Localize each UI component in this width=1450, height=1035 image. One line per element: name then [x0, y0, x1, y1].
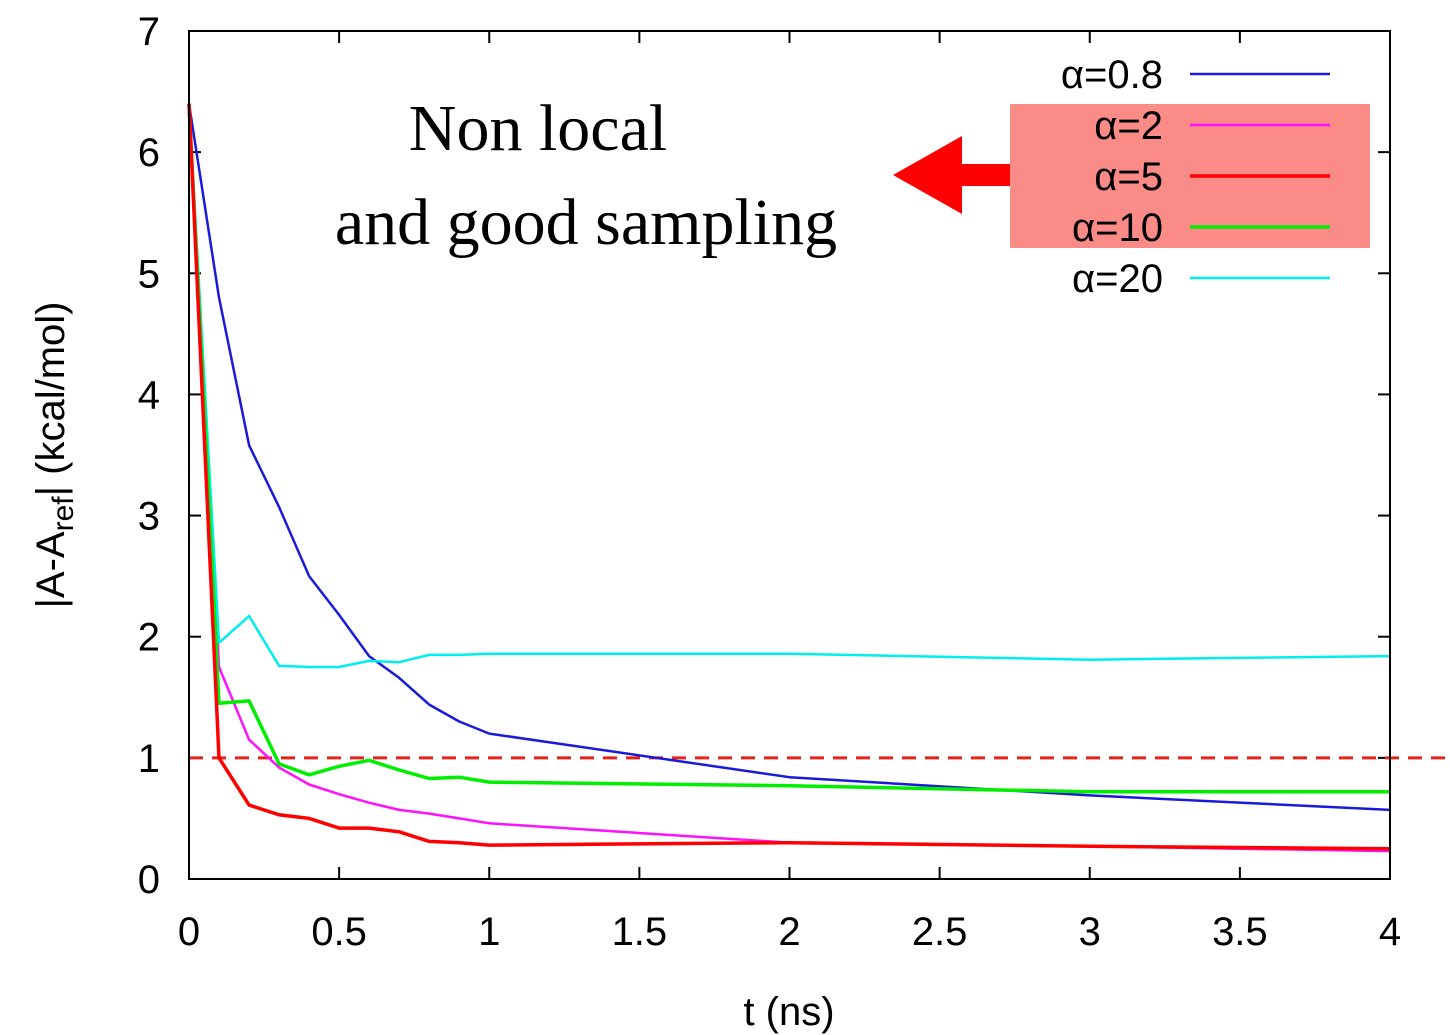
legend-label: α=5 — [1094, 155, 1163, 199]
legend-label: α=10 — [1072, 206, 1163, 250]
legend: α=0.8 α=2 α=5 α=10 α=20 — [1010, 53, 1370, 301]
x-axis-label: t (ns) — [743, 990, 834, 1034]
y-axis-label-subscript: ref — [47, 496, 80, 532]
legend-label: α=0.8 — [1061, 53, 1163, 97]
arrow-shaft — [958, 164, 1024, 186]
y-tick-label: 1 — [138, 737, 160, 781]
legend-items: α=0.8 α=2 α=5 α=10 α=20 — [1061, 53, 1330, 301]
y-tick-label: 0 — [138, 858, 160, 902]
series-line — [187, 103, 1391, 853]
x-tick-label: 0 — [178, 910, 200, 954]
annotation: Non local and good sampling — [335, 92, 1024, 259]
y-tick-label: 4 — [138, 373, 160, 417]
x-tick-label: 2 — [778, 910, 800, 954]
x-tick-label: 3.5 — [1212, 910, 1268, 954]
y-tick-label: 2 — [138, 616, 160, 660]
annotation-line-2: and good sampling — [335, 186, 837, 259]
series-line — [187, 103, 1391, 851]
x-axis-title: t (ns) — [743, 990, 834, 1034]
plot-frame — [188, 30, 1391, 880]
x-tick-label: 0.5 — [311, 910, 367, 954]
arrow-head — [893, 136, 962, 214]
series-line — [187, 103, 1390, 794]
y-tick-label: 7 — [138, 10, 160, 54]
series-line — [187, 103, 1391, 812]
y-axis-label-rest: | (kcal/mol) — [29, 302, 73, 497]
y-tick-label: 3 — [138, 495, 160, 539]
annotation-line-1: Non local — [409, 92, 667, 165]
x-tick-label: 1.5 — [612, 910, 668, 954]
y-tick-label: 6 — [138, 131, 160, 175]
series-layer — [187, 103, 1391, 853]
y-axis-title: |A-Aref| (kcal/mol) — [29, 302, 80, 609]
x-tick-label: 2.5 — [912, 910, 968, 954]
y-axis-label-main: |A-A — [29, 531, 73, 608]
x-tick-label: 3 — [1079, 910, 1101, 954]
y-axis-label: |A-Aref| (kcal/mol) — [29, 302, 80, 609]
legend-label: α=2 — [1094, 104, 1163, 148]
x-tick-label: 4 — [1379, 910, 1401, 954]
ticks-layer: 0 0.5 1 1.5 2 2.5 3 3.5 4 0 1 2 3 4 5 6 7 — [138, 10, 1401, 954]
x-tick-label: 1 — [478, 910, 500, 954]
y-tick-label: 5 — [138, 252, 160, 296]
series-line — [187, 103, 1391, 669]
annotation-arrow — [893, 136, 1024, 214]
legend-label: α=20 — [1072, 257, 1163, 301]
